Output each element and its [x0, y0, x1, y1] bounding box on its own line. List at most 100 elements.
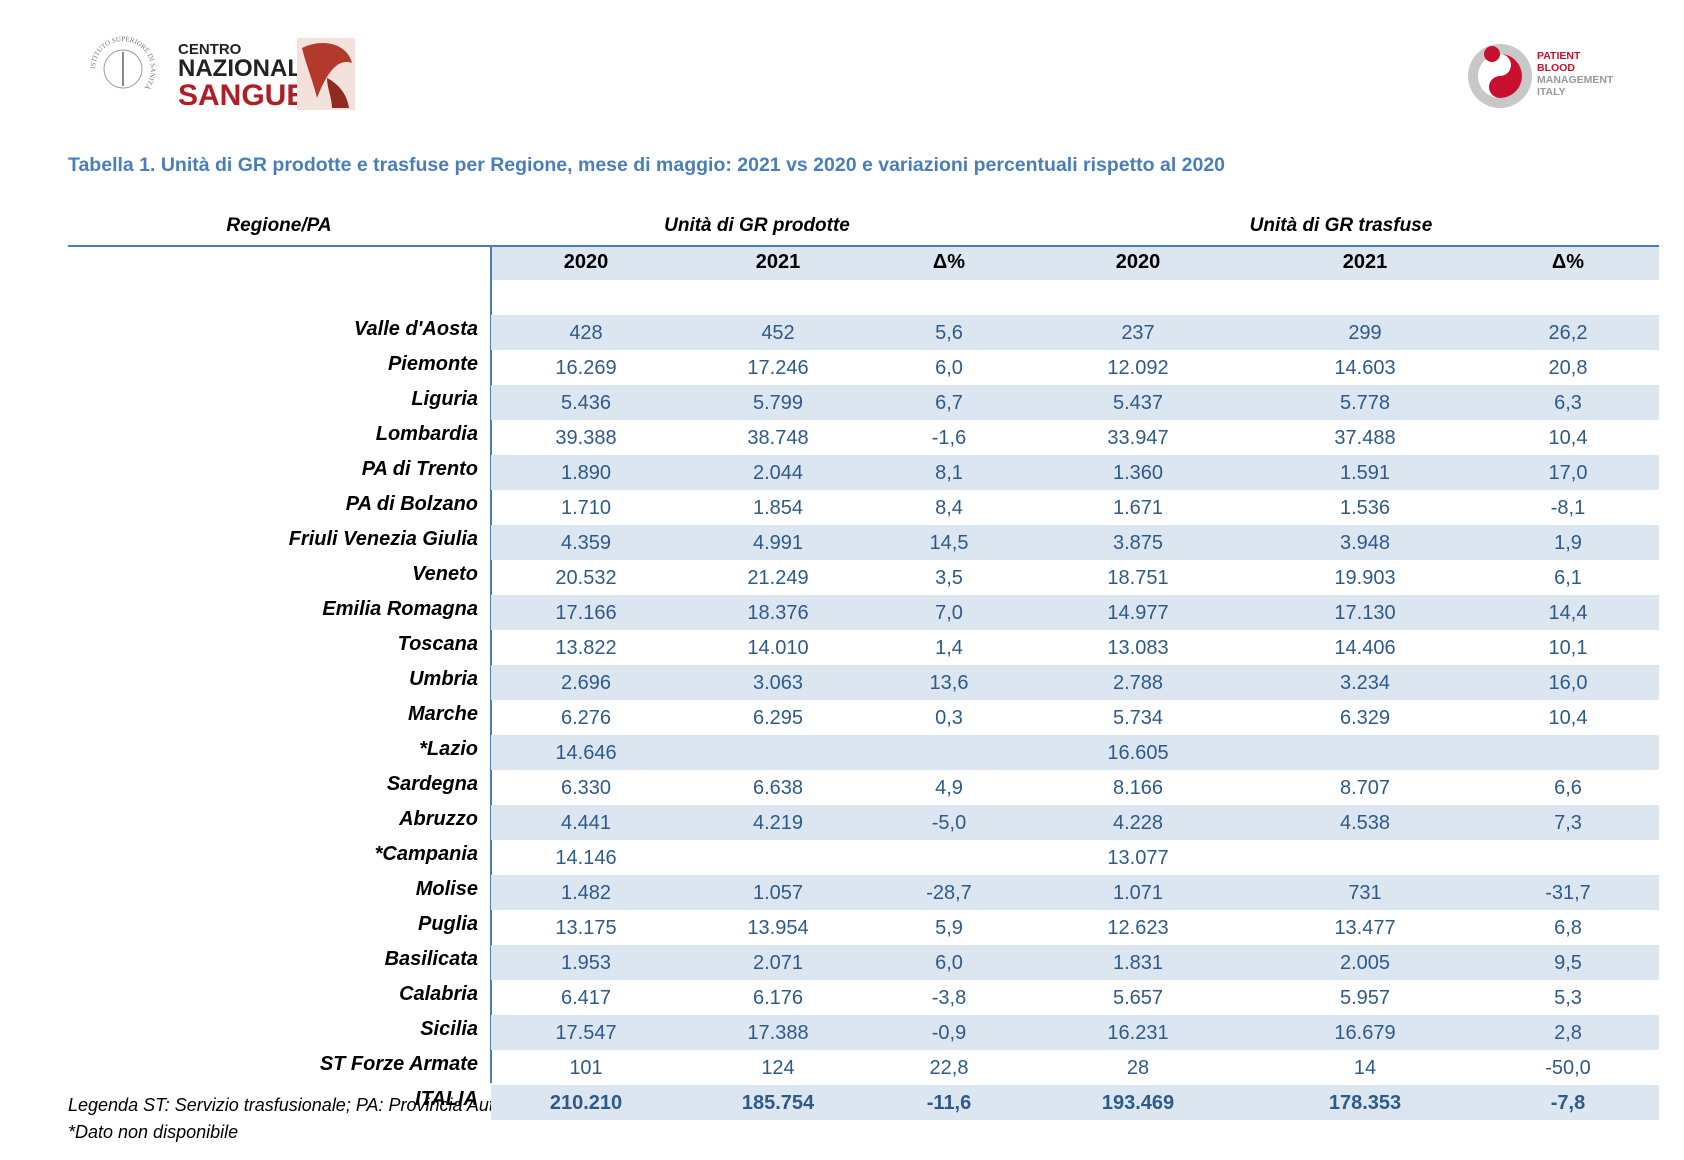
cns-text: CENTRO: [178, 41, 242, 58]
cell: 6,1: [1554, 567, 1582, 589]
cell: -28,7: [926, 882, 972, 904]
cns-image: [297, 38, 355, 110]
iss-logo: ISTITUTO SUPERIORE DI SANITÀ: [89, 35, 157, 91]
region-label: Emilia Romagna: [322, 598, 478, 620]
cell: 5.799: [752, 392, 804, 414]
cell: 10,4: [1548, 427, 1588, 449]
cell: 6.638: [752, 777, 804, 799]
row-band: [491, 665, 1659, 700]
cell: 10,1: [1548, 637, 1588, 659]
cell: 17.246: [747, 357, 809, 379]
cell: 17.547: [555, 1022, 617, 1044]
region-label: Abruzzo: [399, 808, 478, 830]
cell: 1.360: [1112, 462, 1164, 484]
cell: 14.010: [747, 637, 809, 659]
cell: 8,4: [935, 497, 963, 519]
cell: 38.748: [747, 427, 809, 449]
cell: 4.219: [752, 812, 804, 834]
region-label: Molise: [415, 878, 478, 900]
cell: 22,8: [929, 1057, 969, 1079]
cell: 12.623: [1107, 917, 1169, 939]
region-label: Piemonte: [387, 353, 478, 375]
cell: 14,5: [929, 532, 969, 554]
region-label: *Lazio: [419, 738, 478, 760]
cell: 124: [761, 1057, 795, 1079]
cell: 2.071: [752, 952, 804, 974]
region-label: Puglia: [417, 913, 478, 935]
cell: 6,0: [935, 357, 963, 379]
cell: -0,9: [931, 1022, 967, 1044]
cell: -1,6: [931, 427, 967, 449]
table-title: Tabella 1. Unità di GR prodotte e trasfu…: [68, 154, 1226, 176]
cell: 4.991: [752, 532, 804, 554]
cell: 178.353: [1328, 1092, 1402, 1114]
cell: 452: [761, 322, 795, 344]
column-header: 2021: [755, 251, 801, 273]
cell: 16,0: [1548, 672, 1588, 694]
cell: 3.948: [1339, 532, 1391, 554]
cell: 4.359: [560, 532, 612, 554]
cell: 14.646: [555, 742, 617, 764]
cell: 1.071: [1112, 882, 1164, 904]
cell: 13.083: [1107, 637, 1169, 659]
cell: 2.696: [560, 672, 612, 694]
region-label: ITALIA: [415, 1088, 478, 1110]
cell: 13.822: [555, 637, 617, 659]
row-band: [491, 1015, 1659, 1050]
cell: 26,2: [1548, 322, 1588, 344]
cell: 14.603: [1334, 357, 1396, 379]
cell: 3.875: [1112, 532, 1164, 554]
cell: 14,4: [1548, 602, 1588, 624]
cell: 6,0: [935, 952, 963, 974]
group-header: Unità di GR prodotte: [664, 215, 850, 236]
cell: -50,0: [1545, 1057, 1591, 1079]
cell: -3,8: [931, 987, 967, 1009]
cell: 9,5: [1554, 952, 1582, 974]
row-band: [491, 595, 1659, 630]
column-header: Δ%: [1551, 251, 1585, 273]
region-label: Marche: [407, 703, 478, 725]
region-label: Veneto: [412, 563, 478, 585]
cell: 14.977: [1107, 602, 1169, 624]
cell: 5,6: [935, 322, 963, 344]
region-label: Valle d'Aosta: [353, 318, 478, 340]
cell: 2.005: [1339, 952, 1391, 974]
region-label: Toscana: [397, 633, 478, 655]
region-label: Calabria: [399, 983, 478, 1005]
cell: 1.482: [560, 882, 612, 904]
cell: 1.591: [1339, 462, 1391, 484]
column-header: 2020: [563, 251, 609, 273]
cell: 17.388: [747, 1022, 809, 1044]
cell: 428: [569, 322, 603, 344]
cell: 4.441: [560, 812, 612, 834]
cell: 4.538: [1339, 812, 1391, 834]
cell: 193.469: [1101, 1092, 1175, 1114]
cell: 28: [1126, 1057, 1150, 1079]
region-label: Liguria: [411, 388, 478, 410]
region-label: Lombardia: [375, 423, 478, 445]
cell: 6,6: [1554, 777, 1582, 799]
cell: 5.436: [560, 392, 612, 414]
cell: 1.671: [1112, 497, 1164, 519]
region-label: Sardegna: [386, 773, 478, 795]
cell: 6.330: [560, 777, 612, 799]
cell: -31,7: [1545, 882, 1591, 904]
cell: 16.605: [1107, 742, 1169, 764]
cell: 6.295: [752, 707, 804, 729]
region-label: Sicilia: [420, 1018, 478, 1040]
cns-text: NAZIONALE: [178, 55, 318, 82]
cell: 5.437: [1112, 392, 1164, 414]
cell: 1,4: [935, 637, 963, 659]
cell: 6.176: [752, 987, 804, 1009]
cell: 1.831: [1112, 952, 1164, 974]
cell: 185.754: [741, 1092, 815, 1114]
cell: 14.146: [555, 847, 617, 869]
region-label: PA di Bolzano: [345, 493, 478, 515]
cell: 2,8: [1554, 1022, 1582, 1044]
cell: -5,0: [931, 812, 967, 834]
cell: 6,7: [935, 392, 963, 414]
cell: 4,9: [935, 777, 963, 799]
pbm-text: BLOOD: [1537, 62, 1575, 75]
cell: -7,8: [1550, 1092, 1586, 1114]
cell: 0,3: [935, 707, 963, 729]
